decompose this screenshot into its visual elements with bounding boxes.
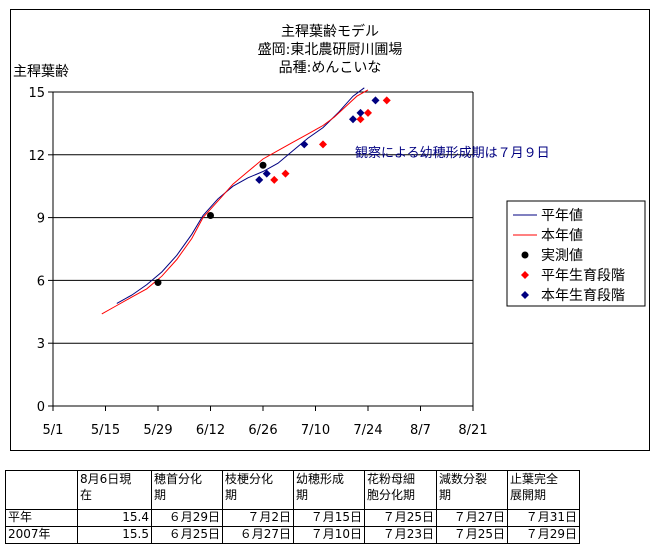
y-tick-label: 6 (37, 274, 45, 289)
table-cell: ７月25日 (436, 526, 508, 544)
row-label: 2007年 (5, 526, 78, 544)
table-cell: ６月29日 (151, 509, 223, 527)
table-header-cell: 枝梗分化期 (222, 470, 294, 510)
table-cell: ７月25日 (364, 509, 437, 527)
x-tick-label: 7/24 (353, 423, 382, 438)
header-text-line: 8月6日現 (80, 472, 132, 486)
x-tick-label: 6/26 (248, 423, 277, 438)
legend-label: 平年値 (541, 208, 583, 224)
y-axis-label: 主稈葉齢 (13, 64, 69, 80)
data-point (319, 140, 327, 149)
table-header-cell: 穂首分化期 (151, 470, 223, 510)
data-point (382, 96, 391, 105)
row-label: 平年 (5, 509, 78, 527)
table-cell: 15.4 (77, 509, 152, 527)
table-cell: ７月15日 (293, 509, 365, 527)
header-text-line: 期 (439, 488, 452, 502)
header-text-line: 幼穂形成 (296, 472, 345, 486)
table-cell: ７月23日 (364, 526, 437, 544)
legend-label: 本年生育段階 (541, 288, 625, 304)
x-tick-label: 5/29 (143, 423, 172, 438)
series-line (116, 87, 365, 304)
header-text-line: 花粉母細 (367, 472, 416, 486)
table-cell: ６月25日 (151, 526, 223, 544)
table-body: 平年 15.4 ６月29日 ７月2日 ７月15日 ７月25日 ７月27日 ７月31日 2007年… (5, 509, 580, 544)
legend-label: 実測値 (541, 248, 583, 264)
data-point (270, 175, 279, 184)
y-tick-label: 9 (37, 212, 45, 227)
x-tick-label: 5/1 (43, 423, 64, 438)
header-text-line: 在 (80, 488, 93, 502)
y-tick-label: 12 (28, 149, 45, 164)
table-header-cell: 減数分裂期 (436, 470, 508, 510)
plot-area: 0 3 6 9 12 15 5/1 5/15 5/29 6/12 6/26 7/10 7/24 8/7 8/… (28, 86, 549, 438)
header-text-line: 枝梗分化 (225, 472, 274, 486)
data-point (281, 169, 290, 178)
annotation: 観察による幼穂形成期は７月９日 (355, 146, 550, 161)
data-point (349, 115, 357, 124)
data-point (255, 175, 264, 184)
table-cell: ７月29日 (507, 526, 580, 544)
data-point (207, 212, 214, 220)
chart-title-line: 盛岡:東北農研厨川圃場 (258, 42, 403, 58)
y-tick-label: 15 (28, 86, 45, 101)
header-text-line: 止葉完全 (510, 472, 559, 486)
table-cell: ６月27日 (222, 526, 294, 544)
x-tick-label: 8/7 (410, 423, 431, 438)
table-header-cell: 花粉母細 胞分化期 (364, 470, 437, 510)
y-tick-label: 3 (37, 337, 45, 352)
data-point (259, 161, 267, 169)
legend-label: 本年値 (541, 228, 583, 244)
header-text-line: 減数分裂 (439, 472, 488, 486)
series-line (101, 89, 369, 315)
header-text-line: 穂首分化 (154, 472, 203, 486)
legend-label: 平年生育段階 (541, 268, 625, 284)
table-cell: ７月27日 (436, 509, 508, 527)
data-point (300, 140, 309, 149)
table-header-cell: 止葉完全 展開期 (507, 470, 580, 510)
table-cell: ７月10日 (293, 526, 365, 544)
table-cell: ７月2日 (222, 509, 294, 527)
chart-title-line: 品種:めんこいな (279, 60, 382, 76)
data-point (356, 115, 365, 124)
data-point (262, 169, 271, 178)
table-header-row: 8月6日現在穂首分化期枝梗分化期幼穂形成期花粉母細 胞分化期 減数分裂期止葉完全 展開… (5, 470, 580, 510)
table-header-cell: 幼穂形成期 (293, 470, 365, 510)
header-text-line: 期 (154, 488, 167, 502)
legend-box (506, 200, 646, 307)
header-text-line: 期 (296, 488, 309, 502)
data-point (364, 108, 372, 117)
x-tick-label: 8/21 (458, 423, 487, 438)
table-row: 平年 15.4 ６月29日 ７月2日 ７月15日 ７月25日 ７月27日 ７月31日 (5, 509, 580, 527)
table-row: 2007年 15.5 ６月25日 ６月27日 ７月10日 ７月23日 ７月25日 ７月29日 (5, 526, 580, 544)
x-tick-label: 7/10 (301, 423, 330, 438)
y-tick-label: 0 (37, 400, 45, 415)
legend-swatch (521, 291, 529, 299)
table-corner-cell (5, 470, 78, 510)
header-text-line: 展開期 (510, 488, 547, 502)
legend-swatch (521, 271, 529, 279)
header-text-line: 期 (225, 488, 238, 502)
data-point (371, 96, 380, 105)
x-tick-label: 6/12 (196, 423, 225, 438)
chart-title-line: 主稈葉齢モデル (281, 23, 379, 40)
x-tick-label: 5/15 (91, 423, 120, 438)
legend-swatch (521, 251, 529, 259)
header-text-line: 胞分化期 (367, 488, 416, 502)
table-cell: 15.5 (77, 526, 152, 544)
data-point (356, 108, 365, 117)
table-header-cell: 8月6日現在 (77, 470, 152, 510)
data-point (154, 278, 162, 286)
table-cell: ７月31日 (507, 509, 580, 527)
growth-stage-table: 8月6日現在穂首分化期枝梗分化期幼穂形成期花粉母細 胞分化期 減数分裂期止葉完全 展開… (5, 470, 580, 544)
chart-frame: 主稈葉齢モデル盛岡:東北農研厨川圃場 品種:めんこいな 主稈葉齢 0 3 6 9 12 15… (10, 9, 650, 451)
